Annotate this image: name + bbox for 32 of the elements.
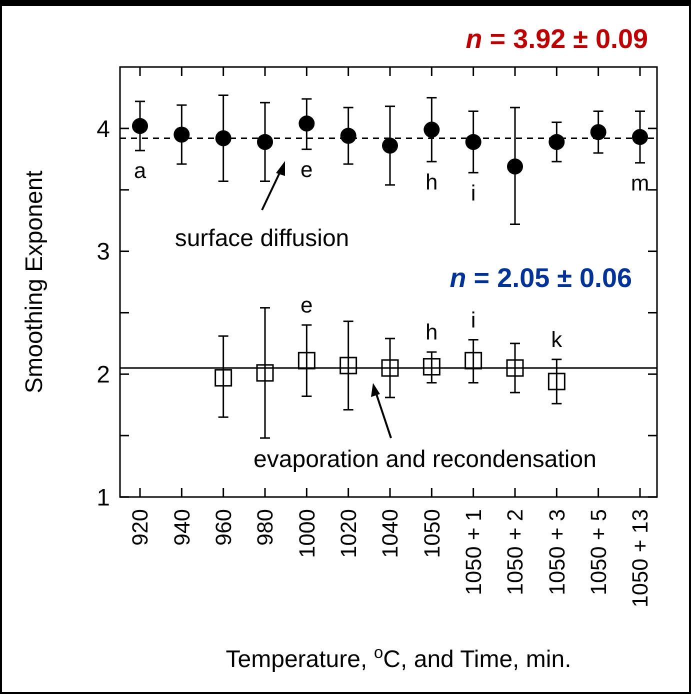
- annotation: i: [470, 307, 476, 332]
- annotation: k: [551, 327, 564, 352]
- y-tick-label: 1: [96, 484, 110, 512]
- x-axis-title: Temperature, $^{o}$C, and Time, min.: [226, 642, 572, 673]
- x-tick-label: 1050 + 3: [544, 509, 570, 596]
- annotation: m: [630, 170, 650, 196]
- y-axis-title: Smoothing Exponent: [21, 170, 48, 394]
- x-tick-label: 920: [128, 509, 153, 546]
- x-tick-label: 1050 + 1: [461, 509, 486, 596]
- x-tick-label: 1050 + 13: [628, 509, 653, 608]
- annotation: e: [300, 292, 313, 318]
- annotation: h: [426, 320, 438, 345]
- text: n = 3.92 ± 0.09: [466, 24, 648, 54]
- annotation: h: [426, 169, 438, 194]
- annotation: evaporation and recondensation: [254, 446, 596, 473]
- x-tick-label: 1040: [378, 509, 403, 558]
- annotation: surface diffusion: [174, 225, 350, 252]
- y-tick-label: 4: [96, 116, 110, 143]
- annotation: a: [134, 158, 147, 184]
- annotation: e: [300, 157, 313, 182]
- x-tick-label: 1020: [336, 509, 362, 558]
- x-tick-label: 1000: [294, 509, 320, 558]
- x-tick-label: 1050: [419, 509, 444, 558]
- y-tick-label: 2: [96, 362, 110, 389]
- annotation: n = 2.05 ± 0.06: [450, 263, 632, 293]
- x-tick-label: 960: [211, 509, 236, 546]
- x-tick-label: 1050 + 2: [502, 509, 528, 596]
- annotation: i: [470, 180, 476, 206]
- x-tick-label: 980: [252, 509, 278, 546]
- y-tick-label: 3: [96, 238, 110, 266]
- x-tick-label: 1050 + 5: [586, 509, 612, 596]
- x-tick-label: 940: [169, 509, 194, 546]
